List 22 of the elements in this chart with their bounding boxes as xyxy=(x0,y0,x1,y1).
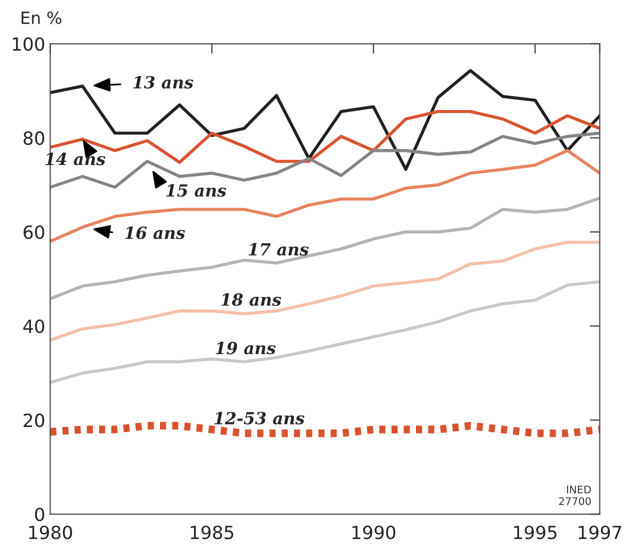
y-tick-label: 20 xyxy=(24,414,44,428)
y-axis-title: En % xyxy=(22,11,62,24)
y-tick-label: 100 xyxy=(12,37,44,51)
x-tick-label: 1990 xyxy=(352,526,396,540)
x-tick-label: 1980 xyxy=(29,526,72,540)
line-series xyxy=(50,280,600,384)
y-tick-label: 80 xyxy=(24,131,44,145)
series-label: 18 ans xyxy=(221,293,282,306)
y-tick-label: 40 xyxy=(23,319,44,334)
line-series xyxy=(50,240,600,342)
x-tick-label: 1985 xyxy=(190,526,234,540)
series-label: 17 ans xyxy=(248,242,309,256)
series-label: 15 ans xyxy=(166,184,226,197)
y-tick-label: 0 xyxy=(35,508,44,522)
series-label: 12-53 ans xyxy=(214,412,304,424)
x-tick-label: 1995 xyxy=(514,526,556,540)
series-label: 13 ans xyxy=(133,76,194,89)
series-label: 16 ans xyxy=(125,226,185,240)
series-label: 19 ans xyxy=(216,342,276,354)
x-tick-label: 1997 xyxy=(578,526,622,540)
annotation: INED 27700 xyxy=(559,486,591,506)
y-tick-label: 60 xyxy=(24,225,44,240)
